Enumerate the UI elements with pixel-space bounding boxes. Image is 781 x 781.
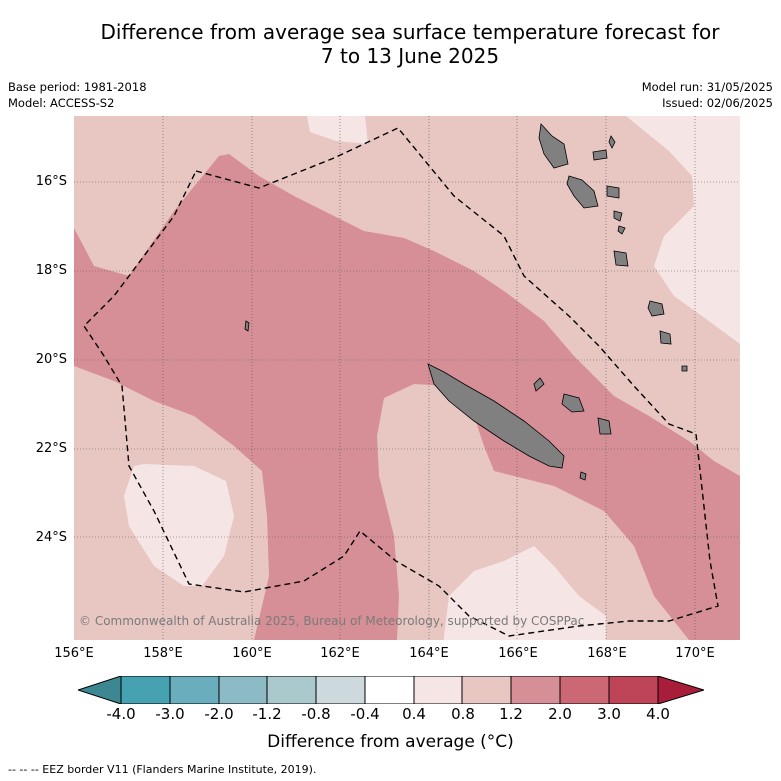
- vanuatu-island: [538, 123, 569, 169]
- isle-of-pines: [579, 471, 587, 481]
- vanuatu-island: [606, 185, 620, 199]
- lon-label-156e: 156°E: [54, 646, 94, 661]
- colorbar-swatch: [364, 676, 415, 704]
- colorbar-tick: 1.2: [499, 705, 523, 723]
- colorbar: [78, 676, 704, 704]
- vanuatu-island: [617, 225, 626, 235]
- colorbar-swatch: [461, 676, 512, 704]
- colorbar-swatch-low-extend: [78, 676, 122, 704]
- colorbar-tick: -3.0: [155, 705, 185, 723]
- colorbar-label: Difference from average (°C): [267, 732, 514, 752]
- anomaly-field-0.4-0.8: [626, 116, 740, 344]
- vanuatu-island: [592, 149, 608, 161]
- loyalty-island: [533, 377, 545, 392]
- lon-label-170e: 170°E: [675, 646, 715, 661]
- colorbar-tick: -0.4: [350, 705, 380, 723]
- colorbar-swatch: [510, 676, 561, 704]
- lon-label-166e: 166°E: [498, 646, 538, 661]
- colorbar-swatch: [315, 676, 366, 704]
- eez-legend-text: -- -- -- EEZ border V11 (Flanders Marine…: [8, 763, 317, 776]
- small-island: [681, 365, 688, 372]
- lon-label-162e: 162°E: [320, 646, 360, 661]
- anomaly-field-0.4-0.8: [124, 464, 234, 586]
- colorbar-swatch: [169, 676, 220, 704]
- eez-border: [83, 127, 719, 637]
- colorbar-swatch-high-extend: [657, 676, 704, 704]
- lon-label-168e: 168°E: [587, 646, 627, 661]
- colorbar-swatch: [266, 676, 317, 704]
- colorbar-tick: 2.0: [548, 705, 572, 723]
- chart-title-line-2: 7 to 13 June 2025: [320, 44, 500, 68]
- anomaly-field-0.4-0.8: [444, 546, 606, 640]
- graticule: [74, 116, 740, 640]
- colorbar-tick: 0.4: [402, 705, 426, 723]
- colorbar-swatch: [559, 676, 610, 704]
- colorbar-tick: 4.0: [646, 705, 670, 723]
- lat-label-20s: 20°S: [35, 352, 67, 367]
- colorbar-tick: -2.0: [204, 705, 234, 723]
- colorbar-tick: 3.0: [597, 705, 621, 723]
- lon-label-158e: 158°E: [143, 646, 183, 661]
- loyalty-island: [597, 417, 612, 435]
- lat-label-18s: 18°S: [35, 263, 67, 278]
- colorbar-tick: 0.8: [451, 705, 475, 723]
- vanuatu-island: [608, 135, 616, 149]
- colorbar-swatch: [413, 676, 463, 704]
- copyright-text: © Commonwealth of Australia 2025, Bureau…: [79, 614, 585, 628]
- chart-title-line-1: Difference from average sea surface temp…: [100, 20, 720, 44]
- lat-label-24s: 24°S: [35, 530, 67, 545]
- colorbar-tick: -1.2: [252, 705, 282, 723]
- anomaly-field-0.4-0.8: [307, 116, 368, 144]
- colorbar-swatch: [608, 676, 659, 704]
- vanuatu-island: [647, 300, 665, 317]
- small-island: [244, 320, 250, 332]
- land-masses: [244, 123, 688, 481]
- vanuatu-island: [566, 175, 599, 209]
- sst-anomaly-map: [74, 116, 740, 640]
- model-run-text: Model run: 31/05/2025: [641, 80, 773, 94]
- loyalty-island: [561, 393, 585, 413]
- lon-label-160e: 160°E: [232, 646, 272, 661]
- issued-text: Issued: 02/06/2025: [662, 96, 773, 110]
- colorbar-swatch: [218, 676, 268, 704]
- model-text: Model: ACCESS-S2: [8, 96, 115, 110]
- vanuatu-island: [659, 330, 672, 345]
- base-period-text: Base period: 1981-2018: [8, 80, 147, 94]
- colorbar-swatch: [120, 676, 171, 704]
- colorbar-tick: -4.0: [106, 705, 136, 723]
- lat-label-22s: 22°S: [35, 441, 67, 456]
- vanuatu-island: [613, 210, 623, 222]
- lon-label-164e: 164°E: [409, 646, 449, 661]
- colorbar-tick: -0.8: [301, 705, 331, 723]
- lat-label-16s: 16°S: [35, 174, 67, 189]
- anomaly-field-1.2-2.0: [74, 154, 740, 640]
- vanuatu-island: [613, 250, 629, 267]
- new-caledonia: [427, 363, 565, 469]
